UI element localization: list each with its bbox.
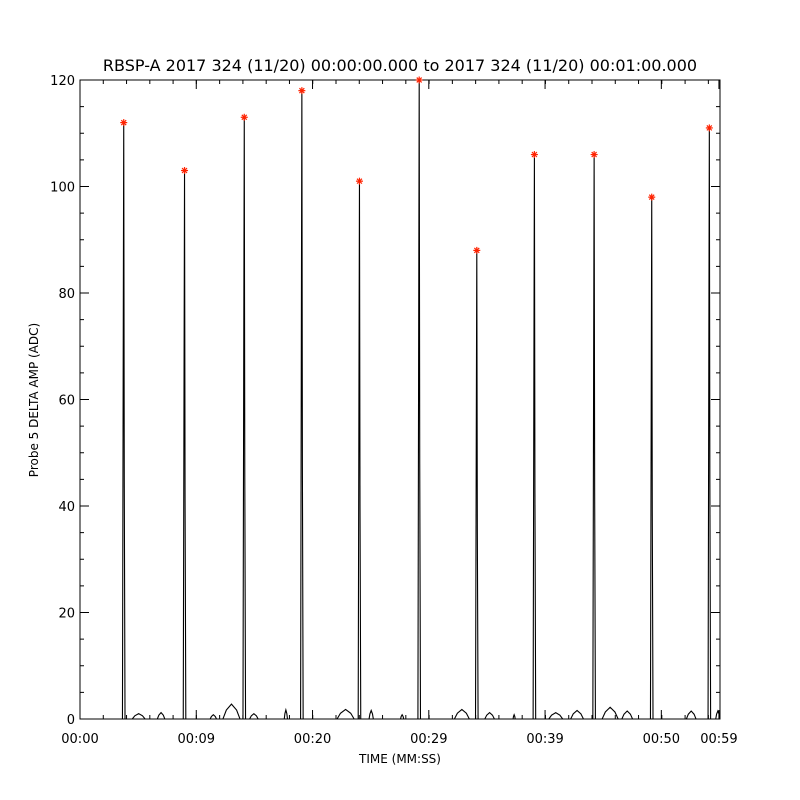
- peak-marker: [648, 193, 656, 201]
- y-tick-label: 0: [67, 713, 75, 728]
- peak-marker: [530, 151, 538, 159]
- peak-marker: [590, 151, 598, 159]
- plot-frame: [79, 79, 721, 720]
- x-tick-label: 00:09: [178, 732, 215, 747]
- peak-marker: [705, 124, 713, 132]
- x-tick-label: 00:29: [410, 732, 447, 747]
- peak-marker: [120, 119, 128, 127]
- y-tick-label: 60: [58, 394, 75, 409]
- y-tick-label: 120: [50, 74, 75, 89]
- peak-marker: [181, 167, 189, 175]
- x-tick-label: 00:00: [61, 732, 98, 747]
- peak-marker: [415, 76, 423, 84]
- x-tick-label: 00:59: [700, 732, 737, 747]
- y-tick-label: 20: [58, 607, 75, 622]
- peak-marker: [298, 87, 306, 95]
- y-axis-label: Probe 5 DELTA AMP (ADC): [27, 323, 41, 477]
- chart-title: RBSP-A 2017 324 (11/20) 00:00:00.000 to …: [103, 56, 697, 75]
- x-axis-label: TIME (MM:SS): [358, 752, 441, 766]
- peak-marker: [473, 246, 481, 254]
- data-series-line: [80, 79, 721, 720]
- peak-marker: [355, 177, 363, 185]
- y-tick-label: 80: [58, 287, 75, 302]
- peak-marker: [240, 113, 248, 121]
- x-tick-label: 00:39: [526, 732, 563, 747]
- y-tick-label: 100: [50, 181, 75, 196]
- x-tick-label: 00:20: [294, 732, 331, 747]
- plot-area: 0 20 40 60 80 100 120 00:00 00:09 00:20 00:29 00:39…: [50, 74, 737, 747]
- y-tick-label: 40: [58, 500, 75, 515]
- x-tick-label: 00:50: [643, 732, 680, 747]
